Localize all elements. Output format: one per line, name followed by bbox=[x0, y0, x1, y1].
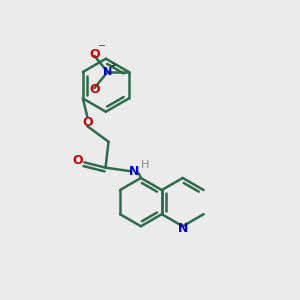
Text: O: O bbox=[82, 116, 93, 128]
Text: H: H bbox=[141, 160, 149, 170]
Text: N: N bbox=[129, 165, 139, 178]
Text: O: O bbox=[89, 48, 100, 61]
Text: −: − bbox=[98, 41, 106, 51]
Text: O: O bbox=[89, 83, 100, 96]
Text: N: N bbox=[178, 222, 188, 235]
Text: O: O bbox=[73, 154, 83, 166]
Text: +: + bbox=[110, 61, 116, 70]
Text: N: N bbox=[103, 67, 112, 77]
